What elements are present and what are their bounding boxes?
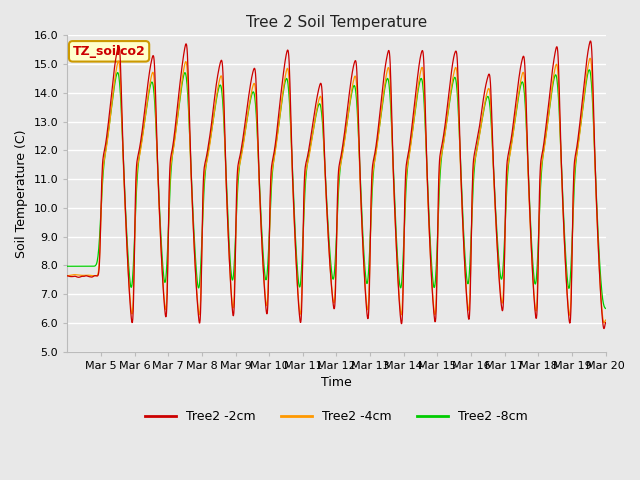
Legend: Tree2 -2cm, Tree2 -4cm, Tree2 -8cm: Tree2 -2cm, Tree2 -4cm, Tree2 -8cm	[140, 405, 533, 428]
Y-axis label: Soil Temperature (C): Soil Temperature (C)	[15, 129, 28, 258]
Title: Tree 2 Soil Temperature: Tree 2 Soil Temperature	[246, 15, 427, 30]
Text: TZ_soilco2: TZ_soilco2	[73, 45, 145, 58]
X-axis label: Time: Time	[321, 376, 352, 389]
